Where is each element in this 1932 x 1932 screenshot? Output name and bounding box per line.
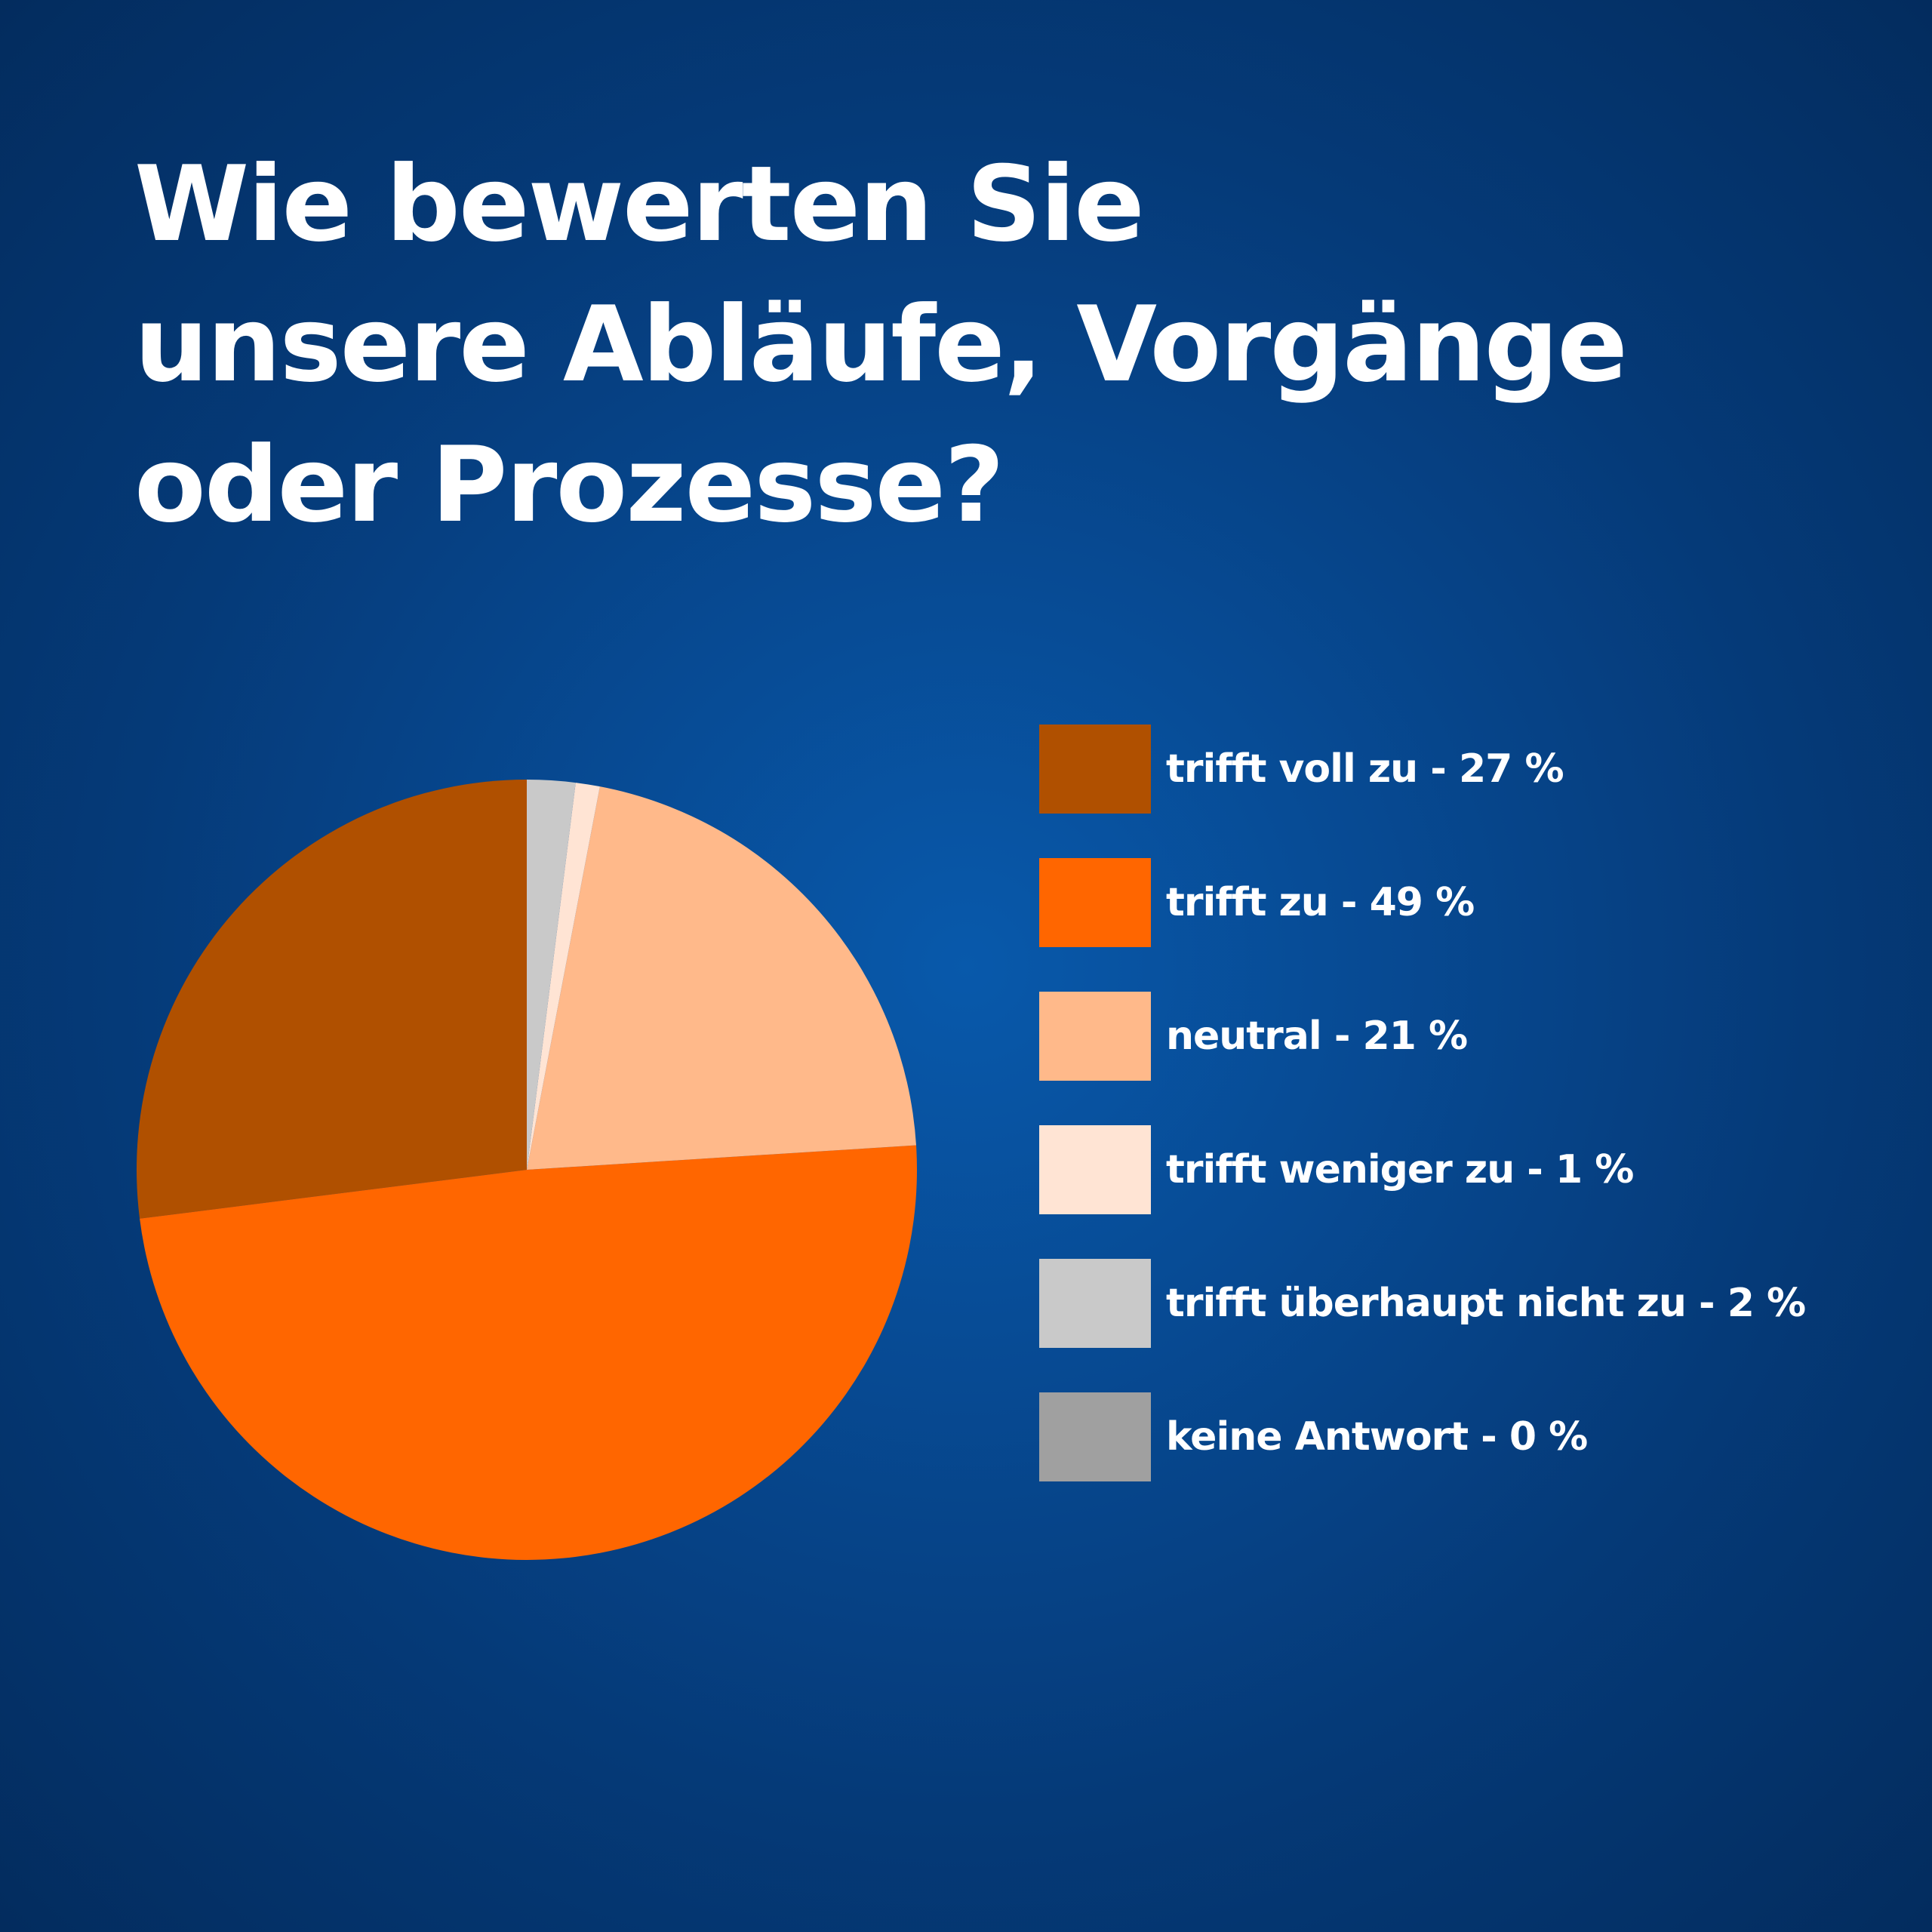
legend-swatch bbox=[1039, 1259, 1151, 1348]
pie-slice-1 bbox=[140, 1145, 917, 1560]
legend-label: trifft zu - 49 % bbox=[1166, 880, 1475, 925]
legend-swatch bbox=[1039, 1125, 1151, 1214]
legend-item-trifft-ueberhaupt-nicht-zu: trifft überhaupt nicht zu - 2 % bbox=[1039, 1259, 1806, 1348]
legend-label: neutral - 21 % bbox=[1166, 1014, 1468, 1059]
legend: trifft voll zu - 27 % trifft zu - 49 % n… bbox=[1039, 724, 1806, 1526]
title-line-1: Wie bewerten Sie bbox=[134, 143, 1145, 265]
pie-slice-3 bbox=[527, 783, 600, 1170]
legend-item-keine-antwort: keine Antwort - 0 % bbox=[1039, 1392, 1805, 1481]
legend-label: trifft weniger zu - 1 % bbox=[1166, 1147, 1634, 1192]
legend-label: trifft überhaupt nicht zu - 2 % bbox=[1166, 1281, 1806, 1326]
legend-label: trifft voll zu - 27 % bbox=[1166, 746, 1564, 792]
pie-slice-4 bbox=[527, 780, 576, 1170]
legend-swatch bbox=[1039, 858, 1151, 947]
legend-swatch bbox=[1039, 992, 1151, 1081]
pie-slice-2 bbox=[527, 786, 916, 1170]
legend-swatch bbox=[1039, 724, 1151, 814]
legend-item-neutral: neutral - 21 % bbox=[1039, 992, 1805, 1081]
legend-swatch bbox=[1039, 1392, 1151, 1481]
legend-label: keine Antwort - 0 % bbox=[1166, 1414, 1588, 1460]
title-line-2: unsere Abläufe, Vorgänge bbox=[134, 284, 1628, 405]
title-line-3: oder Prozesse? bbox=[134, 424, 1004, 546]
legend-item-trifft-zu: trifft zu - 49 % bbox=[1039, 858, 1805, 947]
legend-item-trifft-weniger-zu: trifft weniger zu - 1 % bbox=[1039, 1125, 1805, 1214]
legend-item-trifft-voll-zu: trifft voll zu - 27 % bbox=[1039, 724, 1805, 814]
chart-title: Wie bewerten Sie unsere Abläufe, Vorgäng… bbox=[134, 134, 1628, 555]
pie-slice-0 bbox=[137, 780, 527, 1219]
